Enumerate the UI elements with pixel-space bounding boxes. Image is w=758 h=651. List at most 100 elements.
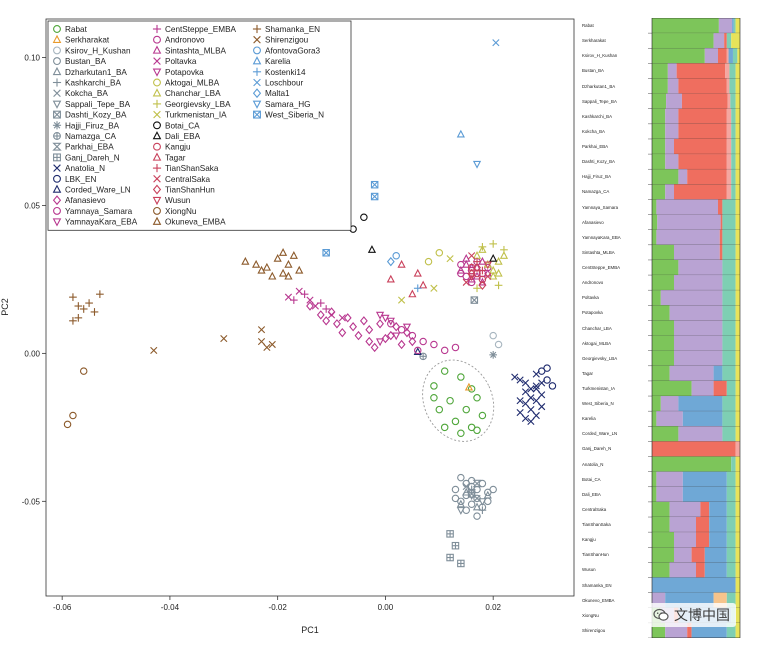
admix-group-chanchar-lba [648, 320, 740, 336]
legend-marker-bustan-ba [53, 57, 61, 66]
admix-segment [735, 532, 740, 548]
legend-marker-namazga-ca [53, 132, 61, 140]
admix-segment [735, 486, 740, 502]
admix-segment [682, 471, 727, 487]
point-shirenzigou [257, 337, 266, 346]
legend-label-hajji-firuz-ba: Hajji_Firuz_BA [65, 121, 120, 130]
point-georgievsky-lba [500, 245, 508, 254]
admix-group-anatolia-n [648, 456, 740, 472]
admix-segment [726, 547, 736, 563]
admix-group-sintashta-mlba [648, 244, 740, 261]
admix-segment [731, 154, 736, 170]
series-aktogai-mlba [424, 249, 444, 266]
point-dashti-kozy-ba [470, 296, 479, 304]
admix-segment [652, 78, 668, 94]
point-rabat [473, 426, 481, 435]
admix-segment [652, 275, 674, 291]
admix-segment [731, 456, 736, 472]
point-aktogai-mlba [424, 257, 433, 266]
point-georgievsky-lba [494, 281, 503, 290]
legend-marker-shamanka-en [252, 24, 262, 34]
legend-label-botai-ca: Botai_CA [165, 121, 200, 130]
point-shirenzigou [263, 343, 271, 352]
admix-segment [732, 48, 738, 64]
admix-label-namazga-ca: Namazga_CA [582, 189, 610, 195]
point-rabat [435, 405, 444, 414]
point-afanasievo [327, 307, 336, 317]
point-turkmenistan-ia [446, 255, 454, 263]
admix-segment [652, 350, 674, 366]
point-afanasievo [354, 330, 363, 341]
admix-segment [735, 471, 740, 487]
point-chanchar-lba [494, 256, 503, 265]
point-rabat [451, 417, 460, 426]
legend-marker-tianshansaka [152, 164, 162, 173]
admix-segment [718, 199, 723, 215]
admix-label-andronovo: Andronovo [582, 280, 604, 286]
admix-segment [735, 335, 740, 351]
legend-label-kostenki14: Kostenki14 [265, 68, 306, 77]
legend-marker-dali-eba [152, 131, 162, 140]
admix-label-ksirov-h-kushan: Ksirov_H_Kushan [582, 53, 618, 59]
point-bustan-ba [478, 479, 487, 488]
admix-label-botai-ca: Botai_CA [582, 476, 601, 482]
point-afanasievo [322, 316, 331, 326]
y-tick-label: 0.05 [24, 201, 40, 210]
admix-segment [657, 214, 721, 230]
admix-segment [656, 411, 683, 427]
admix-segment [652, 517, 670, 533]
series-afontovagora3 [392, 251, 400, 260]
admix-segment [656, 486, 683, 502]
admix-label-centralsaka: CentralSaka [582, 506, 607, 512]
point-bustan-ba [457, 473, 465, 482]
admix-group-dashti-kozy-ba [648, 154, 740, 170]
admix-segment [729, 63, 736, 79]
admix-segment [722, 320, 736, 336]
point-sintashta-mlba [456, 265, 465, 274]
admix-segment [726, 471, 736, 487]
admix-group-aktogai-mlba [648, 335, 740, 351]
admix-group-kangju [648, 532, 740, 548]
admix-segment [722, 411, 736, 427]
legend-label-kashkarchi-ba: Kashkarchi_BA [65, 79, 122, 88]
point-shirenzigou [268, 340, 276, 349]
admix-label-potapovka: Potapovka [582, 310, 603, 316]
point-afontovagora3 [392, 251, 400, 260]
admix-segment [678, 78, 727, 94]
point-centsteppe-emba [322, 305, 331, 313]
legend-label-parkhai-eba: Parkhai_EBA [65, 143, 114, 152]
point-tianshanhun [467, 268, 476, 279]
legend-label-karelia: Karelia [265, 57, 291, 66]
series-serkharakat [464, 382, 474, 391]
point-anatolia-n [521, 379, 530, 387]
admix-segment [652, 48, 705, 64]
point-afanasievo [333, 319, 341, 329]
point-rabat [473, 393, 481, 402]
point-anatolia-n [538, 403, 546, 411]
admix-segment [726, 33, 732, 49]
admix-segment [652, 169, 679, 185]
legend-box [47, 20, 352, 231]
point-lbk-en [543, 376, 551, 384]
series-west-siberia-n [322, 180, 379, 257]
admix-segment [719, 244, 723, 260]
watermark-text: 文博中国 [674, 608, 730, 624]
y-tick-label: -0.05 [22, 497, 41, 506]
series-lbk-en [537, 364, 557, 390]
legend-label-malta1: Malta1 [265, 89, 290, 98]
legend-label-west-siberia-n: West_Siberia_N [265, 111, 324, 120]
legend-label-dali-eba: Dali_EBA [165, 132, 201, 141]
point-shamanka-en [79, 305, 88, 313]
point-bustan-ba [467, 500, 476, 509]
legend-label-turkmenistan-ia: Turkmenistan_IA [165, 111, 227, 120]
y-tick-label: 0.10 [24, 53, 40, 62]
point-afanasievo [316, 310, 325, 320]
point-yamnayakara-eba [392, 332, 401, 341]
legend-marker-anatolia-n [53, 164, 61, 172]
admix-segment [722, 426, 736, 442]
point-wusun [483, 261, 492, 270]
point-anatolia-n [532, 411, 540, 420]
point-shamanka-en [96, 290, 104, 299]
legend-label-xiongnu: XiongNu [165, 207, 197, 216]
point-georgievsky-lba [478, 243, 487, 251]
